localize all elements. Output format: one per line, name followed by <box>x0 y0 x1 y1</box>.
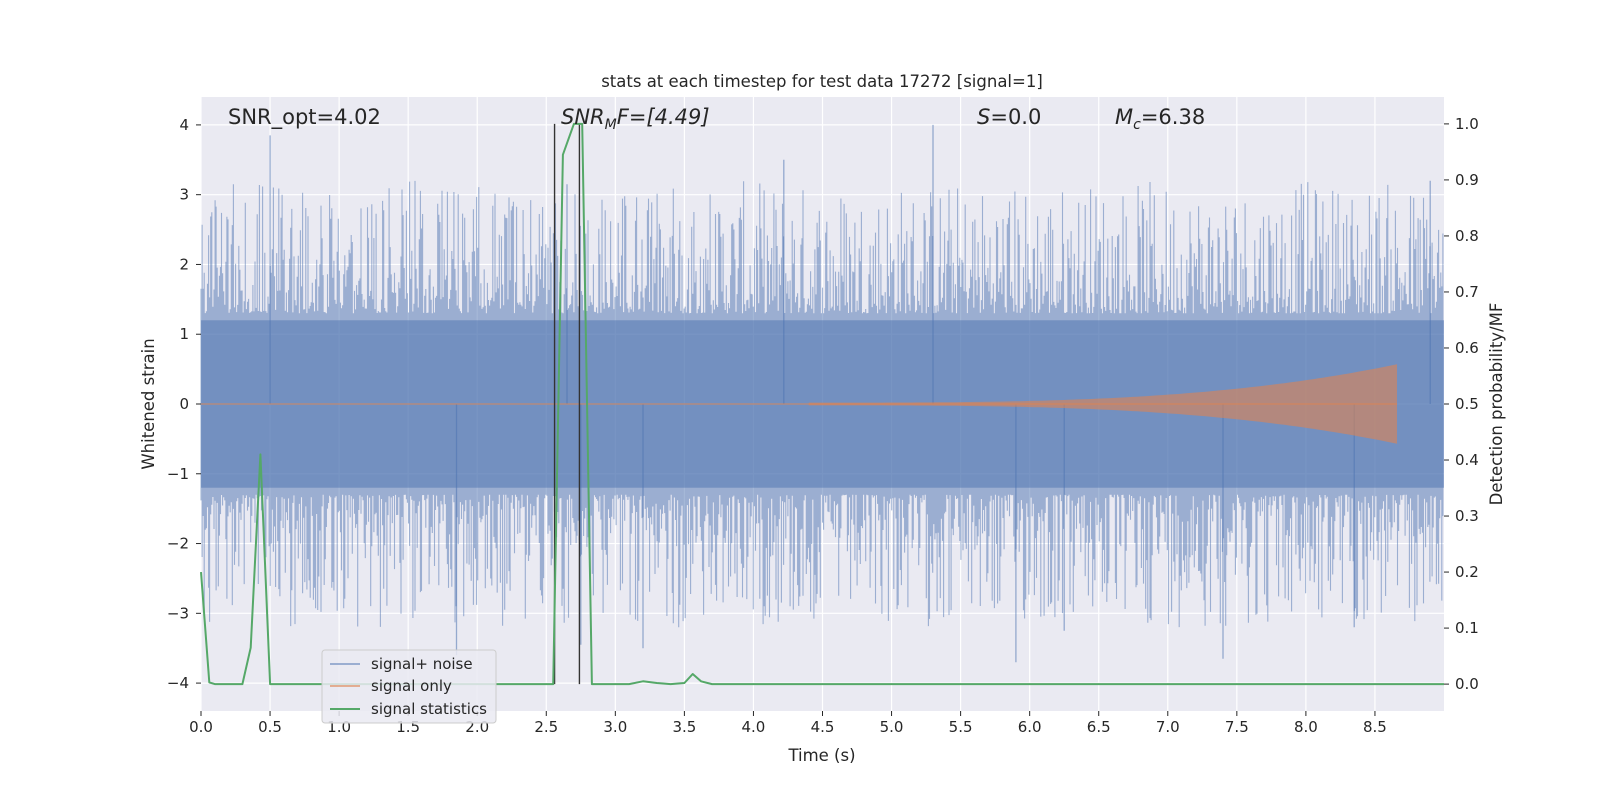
annotation-snr-opt: SNR_opt=4.02 <box>228 105 381 130</box>
annotation-mc: Mc=6.38 <box>1115 105 1205 133</box>
x-tick-label-5: 2.5 <box>534 718 558 736</box>
y-left-tick-label-1: −3 <box>167 604 189 622</box>
x-axis-label: Time (s) <box>787 746 855 765</box>
annotation-s: S=0.0 <box>977 105 1041 129</box>
y-right-tick-label-0: 0.0 <box>1455 675 1479 693</box>
x-tick-label-10: 5.0 <box>880 718 904 736</box>
annotation-snr-mf-sub: M <box>605 117 617 133</box>
annotation-s-italic: S <box>977 105 990 129</box>
x-tick-label-16: 8.0 <box>1294 718 1318 736</box>
legend-box <box>321 649 497 724</box>
y-right-tick-label-4: 0.4 <box>1455 451 1479 469</box>
chart-title: stats at each timestep for test data 172… <box>601 72 1043 91</box>
legend: signal+ noise signal only signal statist… <box>321 649 497 724</box>
y-right-tick-label-1: 0.1 <box>1455 619 1479 637</box>
x-tick-label-12: 6.0 <box>1018 718 1042 736</box>
y-right-tick-label-3: 0.3 <box>1455 507 1479 525</box>
annotation-mc-rest: =6.38 <box>1141 105 1205 129</box>
x-tick-label-6: 3.0 <box>603 718 627 736</box>
x-tick-label-8: 4.0 <box>742 718 766 736</box>
series-signal-only <box>201 364 1398 444</box>
legend-label-signal-plus-noise: signal+ noise <box>371 655 473 673</box>
noise-peaks <box>269 124 1431 663</box>
signal-statistics-line <box>200 122 1444 686</box>
y-right-tick-label-6: 0.6 <box>1455 339 1479 357</box>
y-left-tick-label-5: 1 <box>179 325 189 343</box>
y-right-tick-label-2: 0.2 <box>1455 563 1479 581</box>
y-left-axis-label: Whitened strain <box>139 338 158 469</box>
annotation-snr-mf-main: SNR <box>561 105 605 129</box>
y-left-tick-label-8: 4 <box>179 116 189 134</box>
y-right-tick-label-9: 0.9 <box>1455 171 1479 189</box>
y-left-tick-label-2: −2 <box>167 535 189 553</box>
y-left-tick-label-3: −1 <box>167 465 189 483</box>
y-right-axis-label: Detection probability/MF <box>1487 303 1506 506</box>
annotation-s-rest: =0.0 <box>990 105 1041 129</box>
x-tick-label-9: 4.5 <box>811 718 835 736</box>
annotation-mc-sub: c <box>1133 117 1141 133</box>
annotation-snr-mf-rest: F=[4.49] <box>617 105 710 129</box>
x-tick-label-0: 0.0 <box>189 718 213 736</box>
y-right-tick-label-7: 0.7 <box>1455 283 1479 301</box>
y-right-tick-label-10: 1.0 <box>1455 115 1479 133</box>
legend-label-signal-only: signal only <box>371 677 452 695</box>
x-tick-label-11: 5.5 <box>949 718 973 736</box>
y-left-tick-label-4: 0 <box>179 395 189 413</box>
y-left-tick-label-6: 2 <box>179 255 189 273</box>
noise-trace <box>200 180 1444 628</box>
legend-label-signal-statistics: signal statistics <box>371 700 487 718</box>
x-tick-label-17: 8.5 <box>1363 718 1387 736</box>
y-right-tick-labels: 0.0 0.1 0.2 0.3 0.4 0.5 0.6 0.7 0.8 0.9 1.0 <box>1444 115 1479 693</box>
x-tick-label-15: 7.5 <box>1225 718 1249 736</box>
annotation-mc-main: M <box>1115 105 1133 129</box>
x-tick-label-14: 7.0 <box>1156 718 1180 736</box>
x-tick-label-7: 3.5 <box>672 718 696 736</box>
y-left-tick-labels: −4 −3 −2 −1 0 1 2 3 4 <box>167 116 201 692</box>
y-left-tick-label-0: −4 <box>167 674 189 692</box>
series-signal-statistics <box>200 122 1444 686</box>
y-right-tick-label-5: 0.5 <box>1455 395 1479 413</box>
y-left-tick-label-7: 3 <box>179 186 189 204</box>
x-tick-label-1: 0.5 <box>258 718 282 736</box>
x-tick-label-13: 6.5 <box>1087 718 1111 736</box>
annotation-snr-mf: SNRMF=[4.49] <box>561 105 710 133</box>
y-right-tick-label-8: 0.8 <box>1455 227 1479 245</box>
